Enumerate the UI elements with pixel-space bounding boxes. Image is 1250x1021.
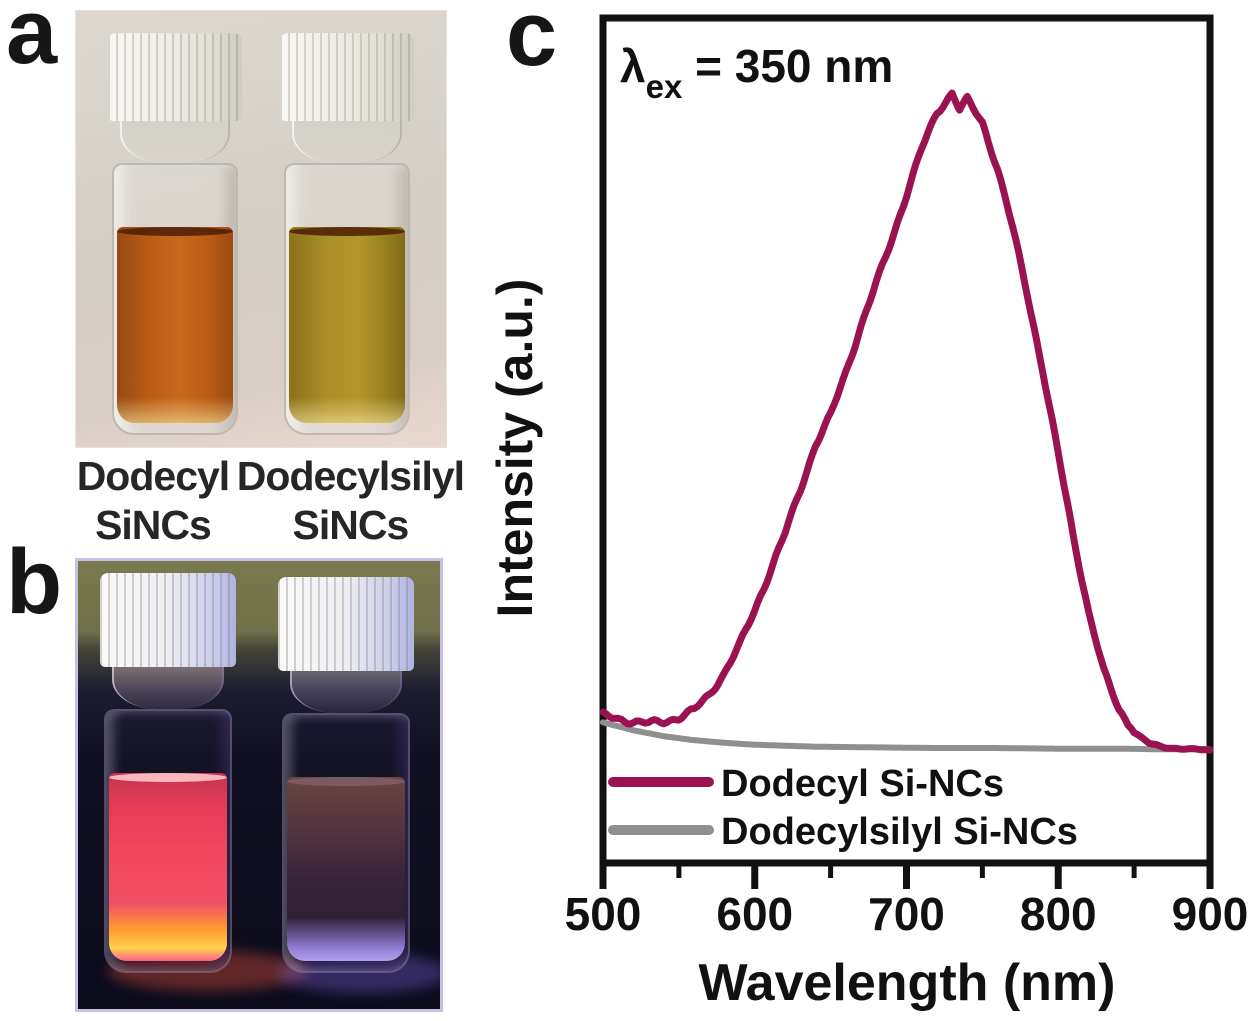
vial-dodecylsilyl-daylight [272, 33, 422, 435]
curve-dodecylsilyl-si-ncs [600, 719, 1213, 753]
curve-dodecyl-si-ncs [600, 89, 1213, 754]
vial-dodecylsilyl-uv [270, 577, 422, 973]
vial-dodecyl-daylight [100, 33, 250, 435]
x-axis-title: Wavelength (nm) [699, 954, 1116, 1012]
panel-a-photo [75, 10, 447, 448]
vial-glass [282, 713, 410, 973]
pl-spectrum-chart: 500 600 700 800 900 λex = 350 nm Wavelength … [487, 14, 1249, 1012]
vial-glass [104, 709, 232, 973]
vial-glass [284, 163, 410, 435]
x-tick-label: 600 [716, 888, 793, 940]
vial-glass [112, 163, 238, 435]
panel-b-letter: b [6, 531, 62, 633]
vial-liquid-orange [117, 227, 233, 423]
legend: Dodecyl Si-NCs Dodecylsilyl Si-NCs [608, 763, 1078, 853]
vial-dodecyl-uv [92, 573, 244, 973]
x-tick-label: 800 [1020, 888, 1097, 940]
panel-b-photo [75, 558, 443, 1012]
caption-dodecyl: Dodecyl SiNCs [70, 452, 236, 550]
x-tick-label: 500 [565, 888, 642, 940]
vial-cap [280, 33, 414, 121]
y-axis-title: Intensity (a.u.) [487, 279, 543, 618]
liquid-bottom-highlight [289, 397, 405, 423]
legend-label-dodecylsilyl: Dodecylsilyl Si-NCs [721, 811, 1078, 853]
vial-liquid-olive [289, 227, 405, 423]
liquid-bottom-glow [287, 917, 405, 961]
vial-liquid-dark [287, 777, 405, 961]
vial-liquid-red-glowing [109, 773, 227, 961]
caption-line: Dodecylsilyl [236, 453, 465, 499]
liquid-bottom-glow [109, 903, 227, 961]
panel-a-caption: Dodecyl SiNCs Dodecylsilyl SiNCs [70, 452, 465, 550]
x-axis-ticks: 500 600 700 800 900 [565, 863, 1249, 940]
liquid-bottom-highlight [117, 397, 233, 423]
legend-label-dodecyl: Dodecyl Si-NCs [721, 763, 1004, 805]
caption-dodecylsilyl: Dodecylsilyl SiNCs [236, 452, 465, 550]
vial-cap [108, 33, 242, 121]
caption-line: SiNCs [292, 502, 410, 548]
vial-neck [120, 121, 230, 163]
caption-line: SiNCs [95, 502, 212, 548]
vial-cap [100, 573, 236, 667]
vial-cap [278, 577, 414, 671]
plot-frame [599, 14, 1214, 867]
x-tick-label: 700 [868, 888, 945, 940]
vial-neck [290, 671, 402, 713]
x-tick-label: 900 [1172, 888, 1249, 940]
liquid-meniscus [109, 773, 227, 782]
vial-neck [292, 121, 402, 163]
panel-a-letter: a [6, 0, 57, 83]
liquid-meniscus [287, 777, 405, 786]
caption-line: Dodecyl [76, 453, 230, 499]
liquid-meniscus [289, 227, 405, 236]
panel-c-letter: c [506, 0, 557, 85]
excitation-annotation: λex = 350 nm [620, 40, 893, 105]
vial-neck [112, 667, 224, 709]
liquid-meniscus [117, 227, 233, 236]
